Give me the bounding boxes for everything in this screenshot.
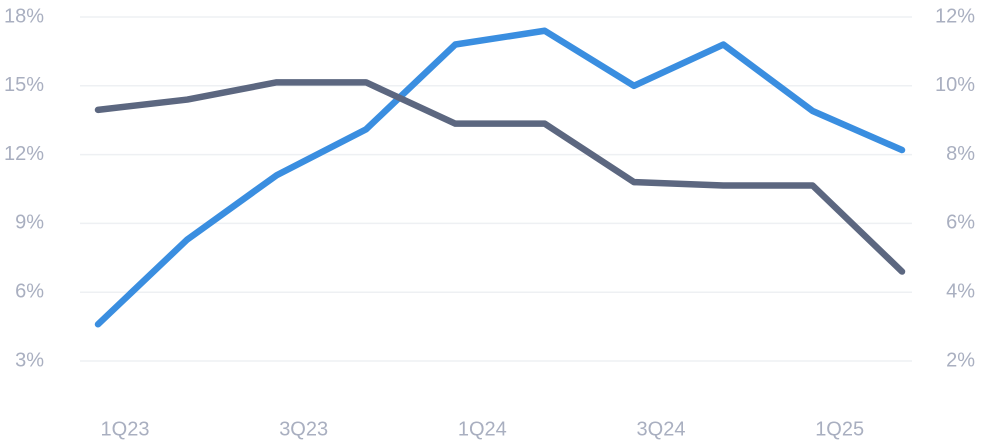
y2-tick-label: 4%: [946, 280, 975, 302]
y2-tick-label: 10%: [935, 74, 975, 96]
x-tick-label: 1Q23: [101, 418, 150, 440]
y-tick-label: 18%: [4, 5, 44, 27]
y-tick-label: 9%: [15, 212, 44, 234]
y2-tick-label: 12%: [935, 5, 975, 27]
y2-tick-label: 8%: [946, 143, 975, 165]
y-tick-label: 12%: [4, 143, 44, 165]
series-line: [94, 27, 906, 328]
y-tick-label: 3%: [15, 349, 44, 371]
y-tick-label: 6%: [15, 280, 44, 302]
x-tick-label: 1Q25: [815, 418, 864, 440]
series-line: [94, 79, 906, 275]
y-tick-label: 15%: [4, 74, 44, 96]
x-tick-label: 1Q24: [458, 418, 507, 440]
x-tick-label: 3Q23: [279, 418, 328, 440]
y2-tick-label: 6%: [946, 212, 975, 234]
x-tick-label: 3Q24: [637, 418, 686, 440]
y2-tick-label: 2%: [946, 349, 975, 371]
